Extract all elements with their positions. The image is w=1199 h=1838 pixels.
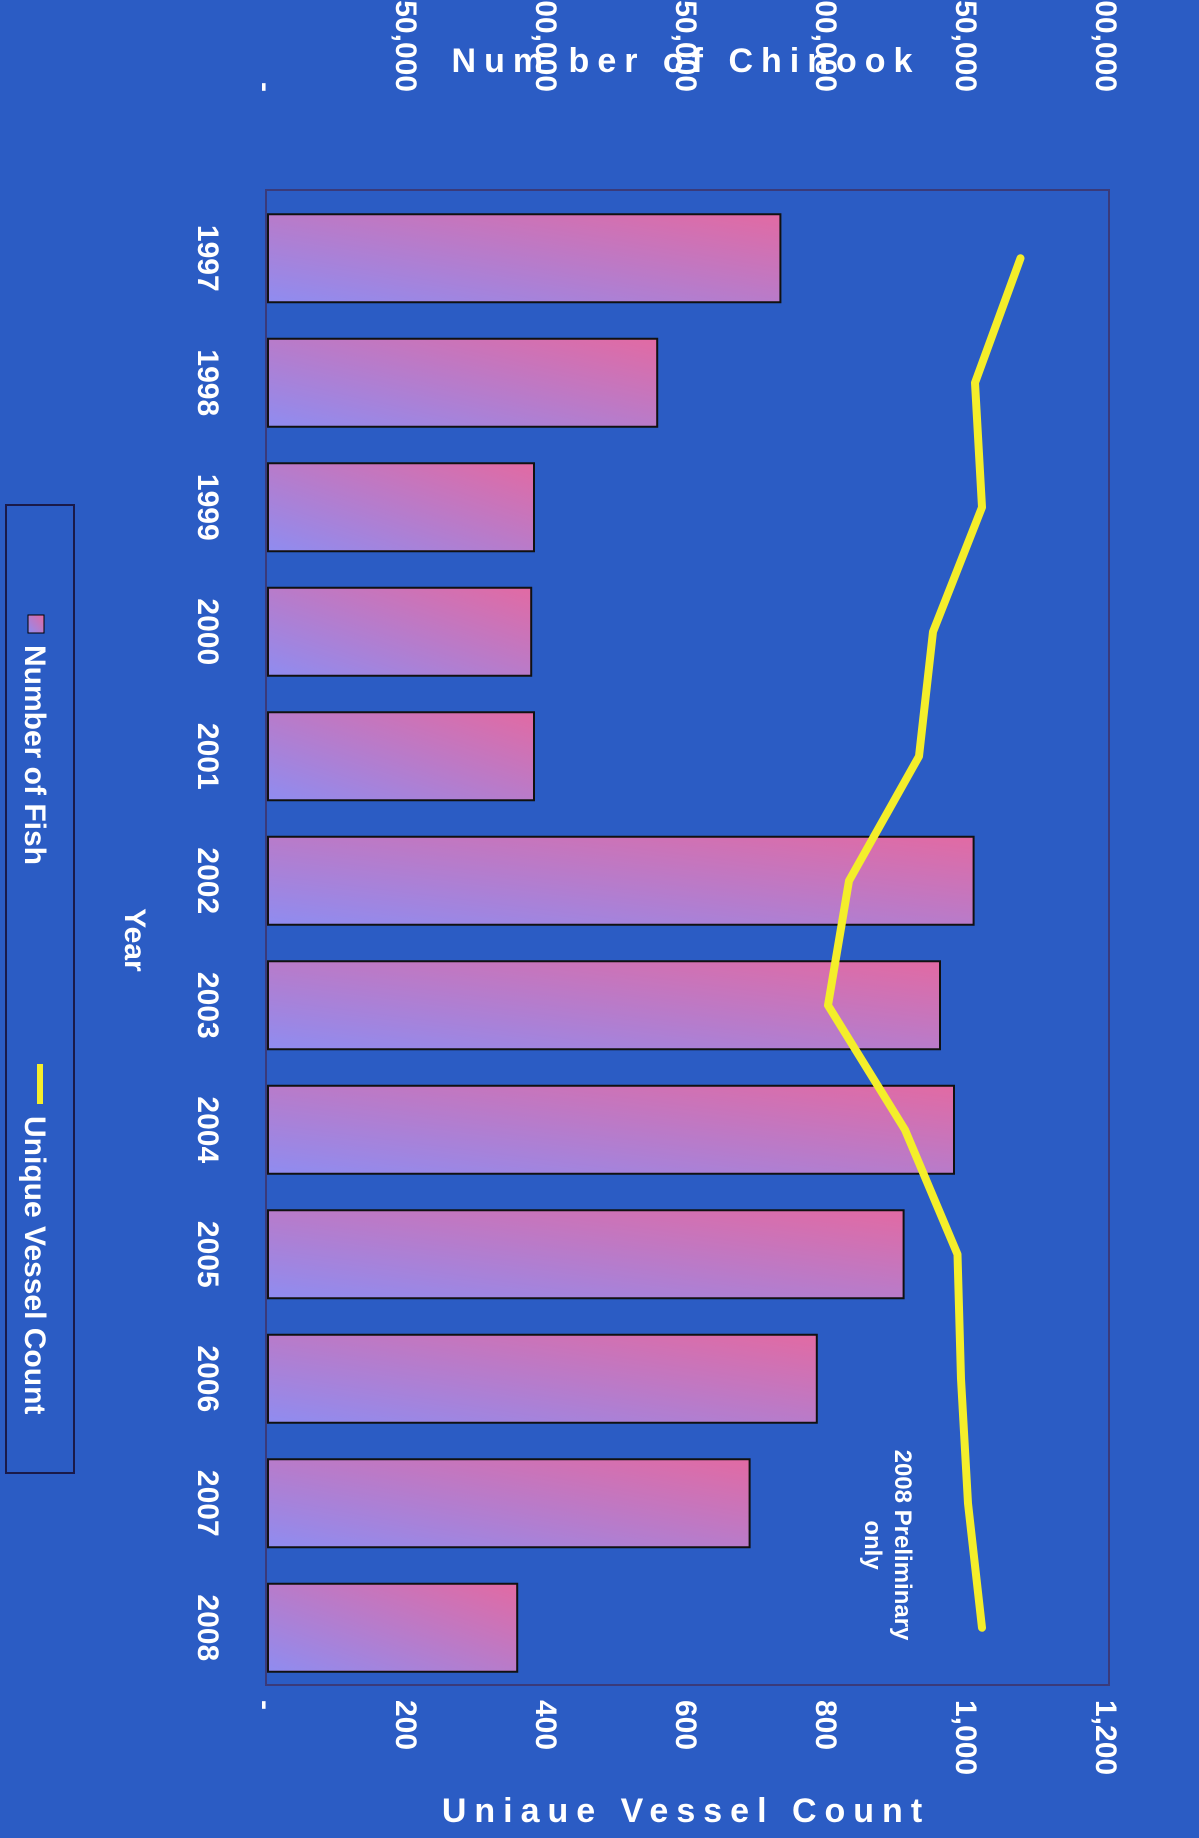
- line-layer: [824, 254, 1025, 1632]
- primary-tick-4: 200,000: [809, 0, 842, 92]
- annotation-line-1: 2008 Preliminary: [889, 1450, 916, 1641]
- secondary-tick-3: 600: [669, 1700, 702, 1750]
- bar-1999: [267, 462, 535, 553]
- bar-2008: [267, 1582, 519, 1673]
- category-label-2002: 2002: [191, 847, 224, 914]
- plot-area: [265, 189, 1110, 1686]
- bars-layer: [267, 213, 975, 1673]
- bar-2006: [267, 1333, 818, 1424]
- primary-tick-1: 50,000: [389, 0, 422, 92]
- annotation-line-2: only: [859, 1520, 886, 1570]
- secondary-tick-2: 400: [529, 1700, 562, 1750]
- category-label-1997: 1997: [191, 225, 224, 292]
- primary-axis-ticks: - 50,000 100,000 150,000 200,000 250,000 300,0…: [249, 0, 1122, 92]
- bar-2002: [267, 835, 975, 926]
- primary-tick-2: 100,000: [529, 0, 562, 92]
- bar-1998: [267, 337, 659, 428]
- secondary-axis-ticks: - 200 400 600 800 1,000 1,200: [249, 1700, 1122, 1775]
- category-label-2006: 2006: [191, 1345, 224, 1412]
- secondary-tick-4: 800: [809, 1700, 842, 1750]
- category-label-2005: 2005: [191, 1221, 224, 1288]
- category-label-1999: 1999: [191, 474, 224, 541]
- secondary-tick-0: -: [249, 1700, 282, 1710]
- category-label-2004: 2004: [191, 1096, 224, 1163]
- primary-tick-6: 300,000: [1089, 0, 1122, 92]
- bar-2004: [267, 1084, 955, 1175]
- secondary-tick-1: 200: [389, 1700, 422, 1750]
- bar-2003: [267, 960, 941, 1051]
- category-axis-title: Year: [118, 908, 151, 972]
- category-label-2001: 2001: [191, 723, 224, 790]
- secondary-tick-5: 1,000: [949, 1700, 982, 1775]
- legend-box: [5, 504, 75, 1474]
- primary-tick-3: 150,000: [669, 0, 702, 92]
- category-label-2000: 2000: [191, 598, 224, 665]
- legend-label-unique-vessel-count: Unique Vessel Count: [18, 1116, 51, 1414]
- category-label-2003: 2003: [191, 972, 224, 1039]
- legend-label-number-of-fish: Number of Fish: [18, 645, 51, 865]
- vessel-count-line: [824, 254, 1025, 1632]
- bar-2000: [267, 586, 533, 677]
- bar-1997: [267, 213, 782, 304]
- category-label-1998: 1998: [191, 349, 224, 416]
- bar-2001: [267, 711, 535, 802]
- bar-2007: [267, 1458, 751, 1549]
- primary-tick-0: -: [249, 82, 282, 92]
- legend-bar-swatch: [27, 614, 45, 634]
- bar-2005: [267, 1209, 905, 1300]
- secondary-tick-6: 1,200: [1089, 1700, 1122, 1775]
- preliminary-annotation: 2008 Preliminary only: [859, 1450, 916, 1641]
- primary-axis-title: Num ber of Chinook: [452, 42, 921, 80]
- category-label-2007: 2007: [191, 1470, 224, 1537]
- legend: Number of Fish Unique Vessel Count: [5, 504, 75, 1474]
- secondary-axis-title: Uniaue Vessel Count: [442, 1792, 930, 1830]
- primary-tick-5: 250,000: [949, 0, 982, 92]
- category-label-2008: 2008: [191, 1594, 224, 1661]
- category-axis-labels: 1997 1998 1999 2000 2001 2002 2003 2004 2005 2006…: [191, 225, 224, 1661]
